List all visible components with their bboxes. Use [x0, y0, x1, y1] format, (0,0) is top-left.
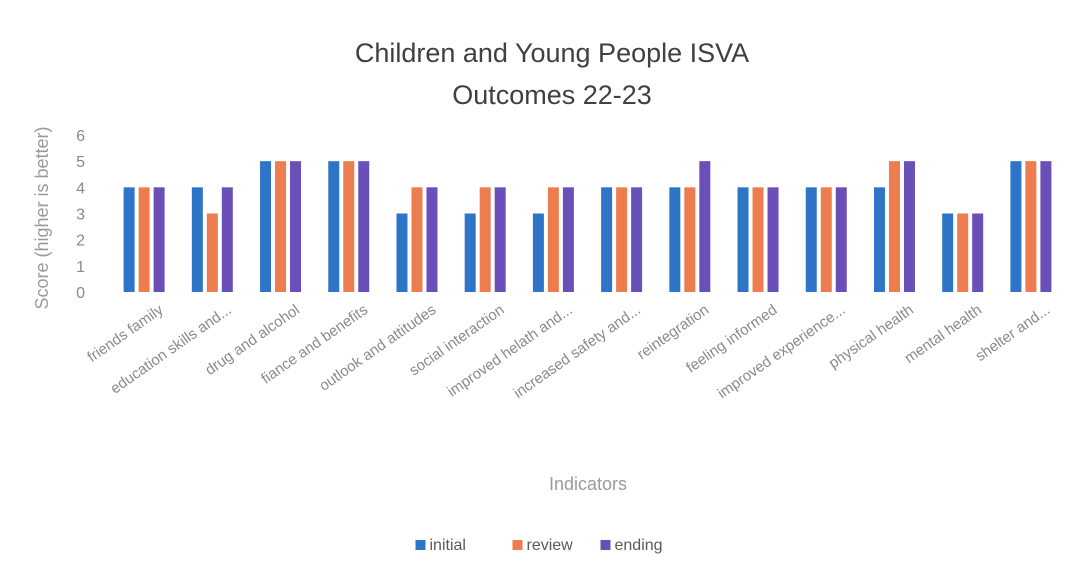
bar-initial: [805, 187, 817, 292]
bar-review: [1025, 161, 1037, 292]
y-tick-label: 1: [76, 259, 85, 276]
bar-ending: [699, 161, 711, 292]
bar-ending: [426, 187, 438, 292]
legend: initial review ending: [415, 537, 663, 554]
bar-ending: [631, 187, 643, 292]
bar-review: [547, 187, 559, 292]
x-axis-title: Indicators: [549, 474, 627, 494]
bar-initial: [328, 161, 340, 292]
y-tick-label: 4: [76, 180, 85, 197]
legend-swatch-review: [512, 540, 523, 550]
bar-review: [752, 187, 764, 292]
bar-initial: [1010, 161, 1022, 292]
x-tick-label: education skills and...: [107, 301, 234, 397]
bar-ending: [221, 187, 233, 292]
y-axis: 0 1 2 3 4 5 6: [76, 128, 85, 302]
bar-review: [684, 187, 696, 292]
y-tick-label: 6: [76, 128, 85, 145]
chart-title-line1: Children and Young People ISVA: [355, 38, 749, 68]
bar-review: [479, 187, 491, 292]
y-axis-title: Score (higher is better): [32, 126, 52, 309]
bar-initial: [873, 187, 885, 292]
bar-ending: [494, 187, 506, 292]
legend-label-review: review: [527, 537, 574, 554]
bars-group: [123, 161, 1052, 292]
bar-initial: [464, 213, 476, 292]
bar-review: [957, 213, 969, 292]
bar-initial: [123, 187, 135, 292]
bar-review: [343, 161, 355, 292]
legend-swatch-initial: [415, 540, 426, 550]
bar-ending: [1040, 161, 1052, 292]
x-tick-label: outlook and attitudes: [316, 301, 439, 394]
bar-initial: [942, 213, 954, 292]
bar-initial: [191, 187, 203, 292]
bar-review: [206, 213, 218, 292]
x-tick-label: increased safety and...: [511, 301, 644, 401]
legend-swatch-ending: [600, 540, 611, 550]
y-tick-label: 5: [76, 154, 85, 171]
bar-initial: [396, 213, 408, 292]
bar-review: [138, 187, 150, 292]
bar-review: [888, 161, 900, 292]
x-tick-label: improved helath and...: [444, 301, 575, 400]
bar-initial: [737, 187, 749, 292]
legend-label-ending: ending: [615, 537, 663, 554]
x-tick-label: shelter and...: [972, 301, 1053, 365]
bar-ending: [903, 161, 915, 292]
bar-review: [411, 187, 423, 292]
bar-ending: [972, 213, 984, 292]
bar-ending: [562, 187, 574, 292]
x-tick-label: mental health: [901, 301, 985, 367]
bar-review: [616, 187, 628, 292]
bar-ending: [290, 161, 302, 292]
bar-ending: [153, 187, 165, 292]
bar-ending: [835, 187, 847, 292]
bar-review: [820, 187, 832, 292]
legend-label-initial: initial: [430, 537, 466, 554]
bar-initial: [260, 161, 272, 292]
y-tick-label: 3: [76, 207, 85, 224]
bar-review: [275, 161, 287, 292]
bar-ending: [767, 187, 779, 292]
bar-initial: [601, 187, 613, 292]
bar-ending: [358, 161, 370, 292]
y-tick-label: 2: [76, 233, 85, 250]
bar-initial: [669, 187, 681, 292]
chart-title-line2: Outcomes 22-23: [452, 80, 652, 110]
bar-initial: [532, 213, 544, 292]
y-tick-label: 0: [76, 285, 85, 302]
x-tick-label: improved experience...: [714, 301, 848, 402]
